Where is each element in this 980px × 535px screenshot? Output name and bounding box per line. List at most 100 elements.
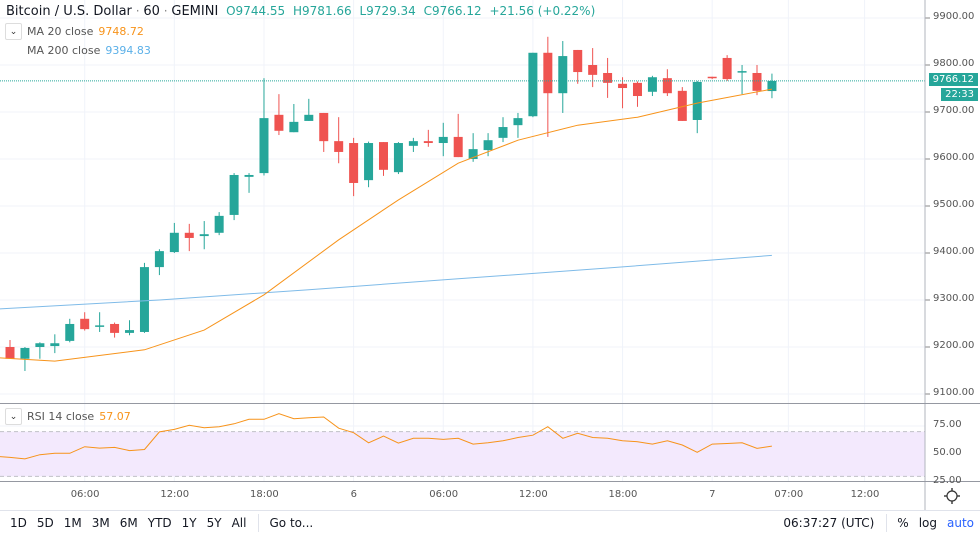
candle-body (154, 251, 164, 268)
auto-toggle[interactable]: auto (946, 516, 974, 530)
exchange: GEMINI (171, 4, 219, 19)
time-tick-label: 06:00 (70, 489, 100, 500)
candle-body (5, 347, 15, 359)
candle-body (603, 72, 613, 83)
rsi-band (0, 431, 925, 477)
time-tick-label: 6 (350, 489, 357, 500)
rsi-tick-label: 50.00 (933, 447, 962, 458)
time-tick-label: 18:00 (249, 489, 279, 500)
high-value: H9781.66 (293, 4, 352, 18)
range-6m[interactable]: 6M (119, 516, 138, 530)
time-tick-label: 7 (709, 489, 716, 500)
candle-body (767, 80, 777, 92)
candle-body (304, 114, 314, 121)
candle-body (80, 318, 90, 330)
candle-body (468, 149, 478, 159)
bottom-toolbar: 1D 5D 1M 3M 6M YTD 1Y 5Y All Go to... 06… (0, 510, 980, 535)
candle-body (259, 118, 269, 174)
ma20-legend[interactable]: ⌄ MA 20 close 9748.72 (5, 23, 144, 40)
candle-body (707, 76, 717, 79)
log-toggle[interactable]: log (918, 516, 937, 530)
candle-body (438, 136, 448, 144)
candle-body (379, 142, 388, 170)
price-tick-label: 9100.00 (933, 387, 975, 398)
range-3m[interactable]: 3M (91, 516, 110, 530)
time-tick-label: 18:00 (608, 489, 638, 500)
divider (886, 514, 888, 532)
ma200-line (0, 254, 772, 310)
rsi-tick-label: 25.00 (933, 475, 962, 486)
candle-body (349, 143, 359, 183)
candle-body (50, 343, 60, 347)
candle-body (20, 347, 30, 359)
candle-body (528, 52, 538, 117)
clock[interactable]: 06:37:27 (UTC) (783, 516, 875, 530)
candle-body (662, 78, 672, 94)
chevron-down-icon[interactable]: ⌄ (5, 23, 22, 40)
rsi-value: 57.07 (99, 410, 131, 423)
range-1y[interactable]: 1Y (181, 516, 197, 530)
price-tick-label: 9800.00 (933, 58, 975, 69)
price-tick-label: 9900.00 (933, 11, 975, 22)
ma20-line (0, 88, 772, 362)
rsi-label: RSI 14 close (27, 410, 95, 423)
range-1m[interactable]: 1M (63, 516, 82, 530)
candle-body (229, 174, 239, 215)
bar-countdown: 22:33 (941, 88, 978, 101)
candle-body (558, 56, 568, 94)
candle-body (35, 343, 45, 347)
interval[interactable]: 60 (143, 4, 160, 19)
goto-button[interactable]: Go to... (269, 516, 314, 530)
candle-body (214, 215, 224, 233)
change-value: +21.56 (+0.22%) (489, 4, 596, 18)
ma200-legend[interactable]: MA 200 close 9394.83 (27, 44, 151, 57)
last-price-tag: 9766.12 (928, 73, 978, 86)
ma200-label: MA 200 close (27, 44, 101, 57)
candle-body (65, 323, 75, 341)
candle-body (408, 141, 418, 146)
chart-canvas[interactable] (0, 0, 980, 510)
candle-body (588, 65, 598, 75)
range-ytd[interactable]: YTD (147, 516, 172, 530)
candle-body (647, 77, 657, 92)
candle-body (334, 141, 344, 152)
candle-body (289, 121, 299, 133)
open-value: O9744.55 (226, 4, 286, 18)
price-tick-label: 9200.00 (933, 340, 975, 351)
candle-body (513, 118, 523, 126)
candle-body (244, 174, 254, 177)
candle-body (543, 52, 553, 94)
chevron-down-icon[interactable]: ⌄ (5, 408, 22, 425)
close-value: C9766.12 (423, 4, 482, 18)
candle-body (393, 143, 403, 173)
range-5d[interactable]: 5D (36, 516, 54, 530)
candle-body (169, 232, 179, 253)
rsi-tick-label: 75.00 (933, 419, 962, 430)
candle-body (618, 83, 628, 89)
low-value: L9729.34 (359, 4, 416, 18)
grid (0, 0, 930, 481)
time-tick-label: 12:00 (160, 489, 190, 500)
candle-body (364, 143, 374, 181)
range-1d[interactable]: 1D (10, 516, 27, 530)
candle-body (483, 140, 493, 151)
rsi-legend[interactable]: ⌄ RSI 14 close 57.07 (5, 408, 131, 425)
candle-body (737, 71, 747, 73)
range-5y[interactable]: 5Y (206, 516, 222, 530)
time-tick-label: 07:00 (774, 489, 804, 500)
percent-toggle[interactable]: % (897, 516, 909, 530)
candle-body (139, 267, 149, 332)
symbol-title[interactable]: Bitcoin / U.S. Dollar (6, 4, 132, 19)
range-all[interactable]: All (231, 516, 247, 530)
price-tick-label: 9700.00 (933, 105, 975, 116)
candles (5, 36, 777, 371)
settings-gear-icon[interactable] (944, 488, 960, 504)
price-tick-label: 9500.00 (933, 199, 975, 210)
chart-legend: Bitcoin / U.S. Dollar · 60 · GEMINI O974… (6, 4, 596, 19)
rsi-line (0, 413, 772, 460)
candle-body (110, 323, 120, 333)
candle-body (423, 141, 433, 144)
time-tick-label: 12:00 (850, 489, 880, 500)
candle-body (573, 49, 583, 73)
time-tick-label: 06:00 (429, 489, 459, 500)
